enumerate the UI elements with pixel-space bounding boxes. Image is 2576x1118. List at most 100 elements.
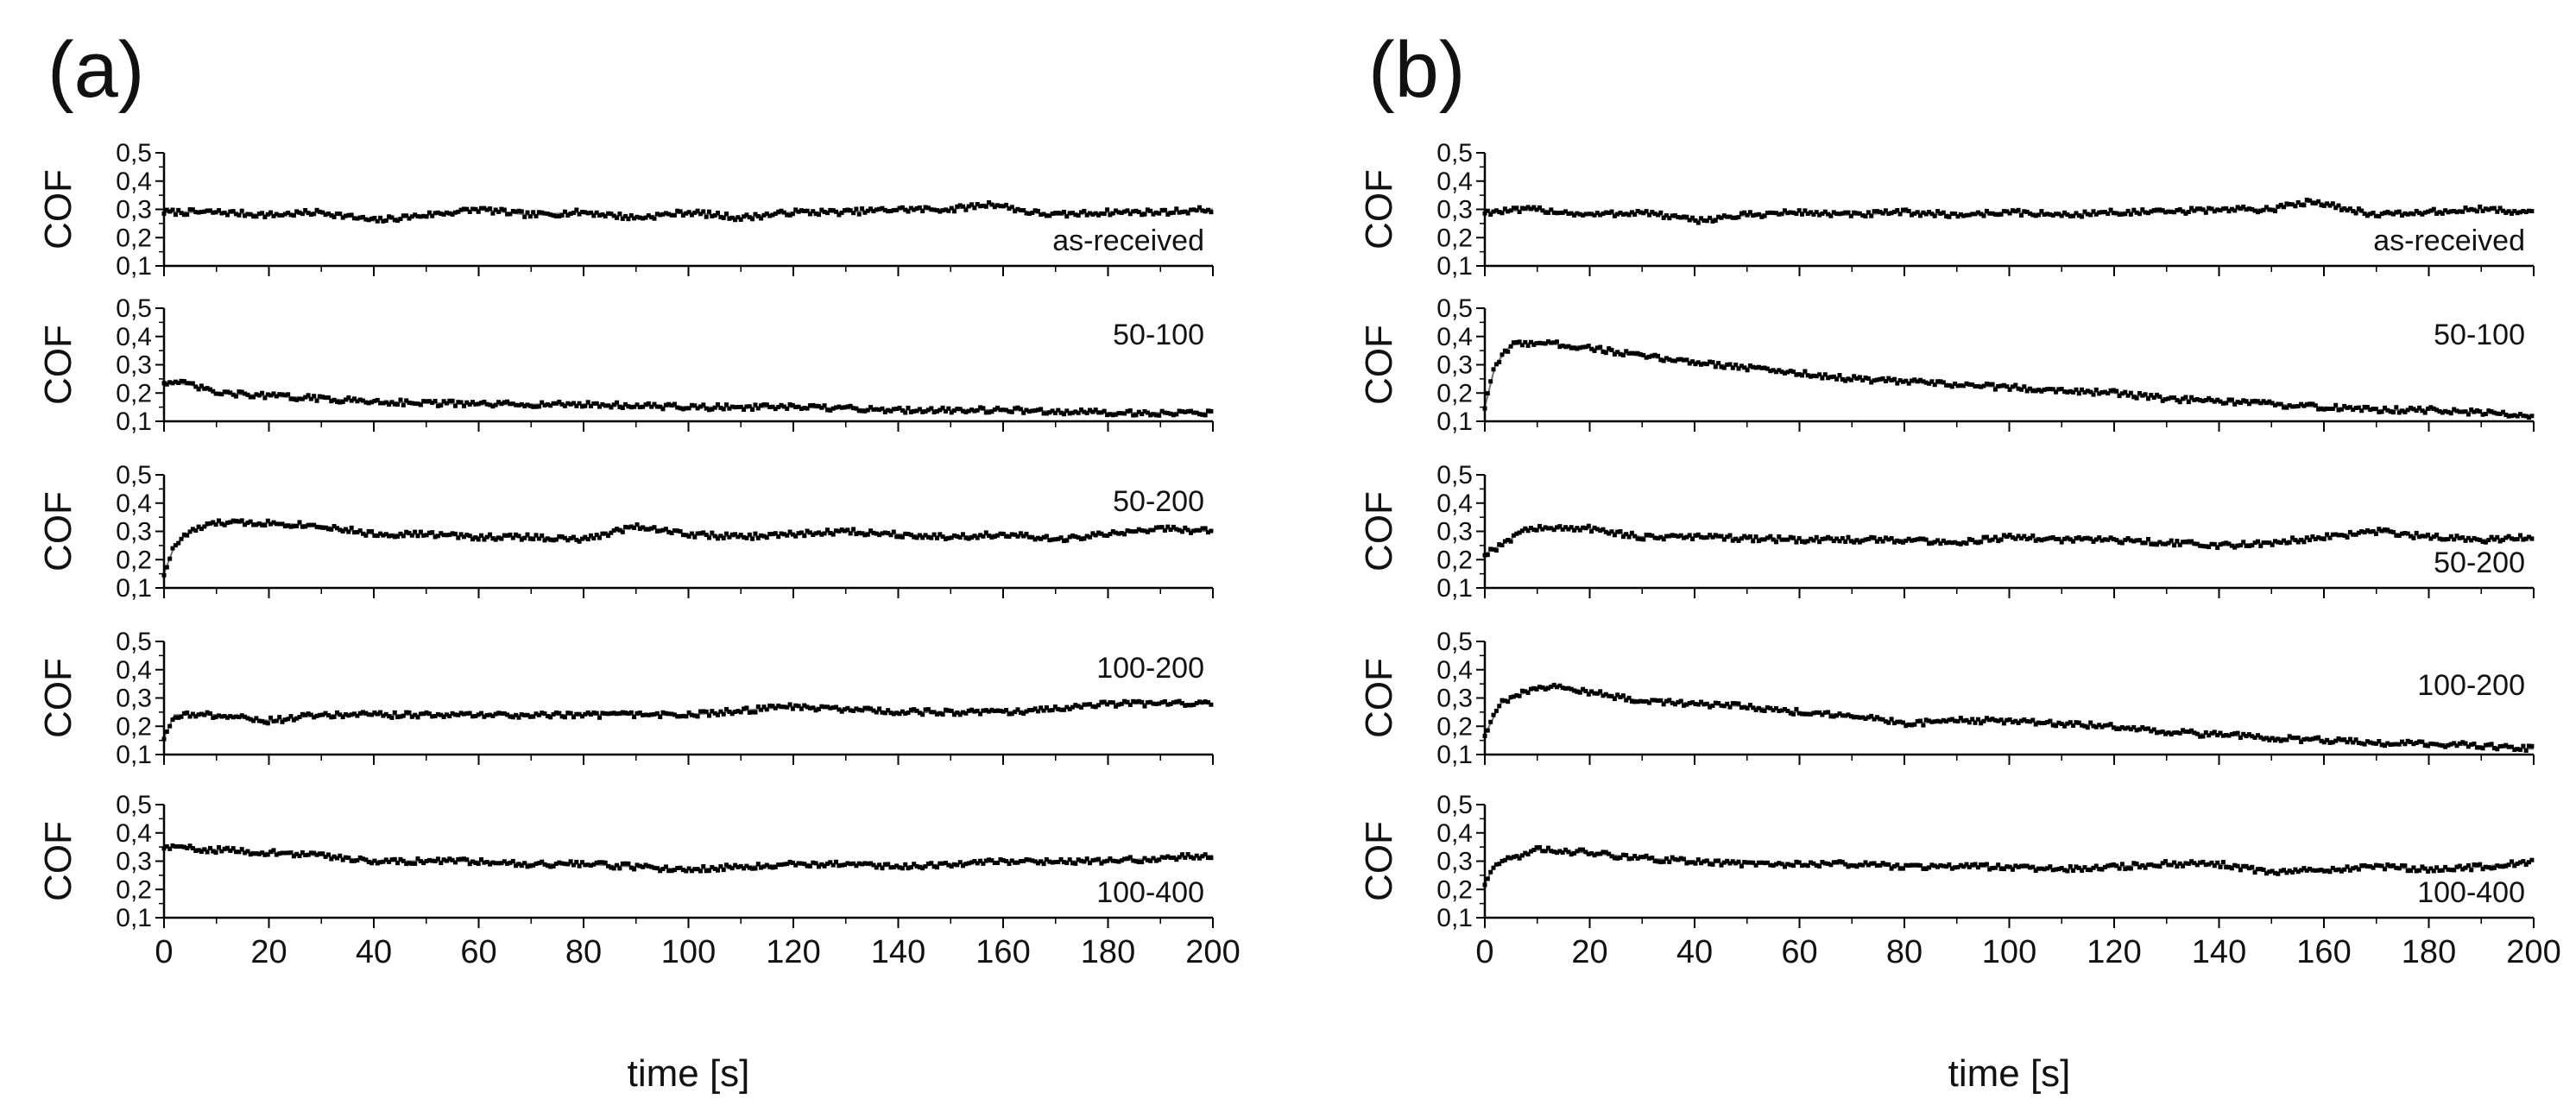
data-point (2050, 213, 2055, 218)
data-point (470, 400, 475, 405)
data-point (2293, 404, 2298, 409)
data-point (1878, 717, 1883, 722)
data-point (1880, 211, 1885, 216)
data-point (995, 405, 1001, 410)
series-label: as-received (2373, 224, 2525, 257)
data-point (1629, 210, 1634, 215)
data-point (577, 711, 582, 717)
data-point (871, 708, 876, 713)
data-point (966, 861, 971, 866)
data-point (557, 534, 562, 539)
data-point (744, 212, 749, 218)
data-point (361, 531, 365, 536)
data-point (1191, 410, 1196, 415)
data-point (718, 215, 723, 219)
data-point (2091, 723, 2096, 729)
data-point (1485, 553, 1490, 558)
data-point (1551, 210, 1556, 215)
data-point (1704, 218, 1709, 224)
data-point (764, 535, 769, 540)
data-point (2472, 409, 2477, 414)
data-point (675, 866, 680, 870)
data-point (1747, 210, 1752, 215)
data-point (1125, 208, 1130, 213)
data-point (874, 710, 879, 715)
data-point (1209, 528, 1214, 534)
data-point (2474, 745, 2479, 750)
data-point (1771, 368, 1776, 373)
data-point (1762, 213, 1767, 218)
data-point (1502, 348, 1507, 353)
data-point (2333, 738, 2339, 743)
data-point (2080, 387, 2085, 392)
data-point (562, 535, 567, 540)
data-point (557, 860, 562, 865)
data-point (2356, 206, 2361, 212)
data-point (1497, 862, 1502, 867)
data-point (1035, 535, 1040, 540)
data-point (2169, 538, 2174, 543)
data-point (1165, 411, 1171, 415)
data-point (1203, 526, 1208, 531)
data-point (1598, 344, 1603, 350)
data-point (1620, 212, 1626, 217)
data-point (903, 207, 908, 212)
data-point (1511, 205, 1516, 211)
data-point (1975, 865, 1980, 870)
data-point (387, 859, 392, 864)
data-point (545, 212, 550, 217)
data-point (929, 861, 934, 866)
data-point (1183, 703, 1188, 708)
data-point (2402, 863, 2408, 869)
data-point (2426, 869, 2431, 874)
data-point (2521, 414, 2526, 419)
data-point (488, 402, 493, 407)
data-point (828, 705, 833, 711)
data-point (1620, 852, 1626, 857)
data-point (2042, 212, 2047, 217)
data-point (1733, 215, 1739, 220)
data-point (1796, 860, 1802, 865)
data-point (2316, 199, 2321, 204)
data-point (781, 210, 786, 215)
data-point (2082, 209, 2087, 214)
data-point (1493, 548, 1499, 553)
data-point (609, 865, 614, 870)
data-point (2400, 213, 2404, 218)
data-point (2339, 737, 2344, 742)
data-point (1918, 377, 1923, 382)
data-point (1656, 212, 1660, 218)
data-point (912, 207, 917, 212)
data-point (1742, 365, 1747, 370)
data-point (222, 846, 227, 851)
data-point (1955, 383, 1960, 388)
data-point (1796, 372, 1802, 377)
data-point (548, 537, 553, 542)
data-point (854, 206, 859, 212)
data-point (1967, 536, 1972, 541)
data-point (1114, 530, 1119, 535)
data-point (678, 406, 683, 411)
data-point (2125, 393, 2131, 398)
data-point (202, 712, 207, 717)
data-point (170, 843, 175, 848)
data-point (1482, 406, 1487, 411)
data-point (1592, 691, 1597, 696)
data-point (2019, 536, 2024, 540)
data-point (1148, 208, 1153, 213)
data-point (2059, 540, 2064, 545)
data-point (2091, 865, 2096, 870)
data-point (415, 715, 420, 720)
data-point (534, 213, 539, 218)
data-point (2258, 735, 2263, 740)
data-point (822, 704, 827, 710)
data-point (862, 705, 868, 711)
data-point (2024, 863, 2030, 869)
data-point (981, 708, 986, 713)
data-point (217, 713, 221, 718)
y-tick-label: 0,2 (1436, 875, 1473, 904)
data-point (502, 207, 507, 212)
data-point (2409, 534, 2413, 539)
